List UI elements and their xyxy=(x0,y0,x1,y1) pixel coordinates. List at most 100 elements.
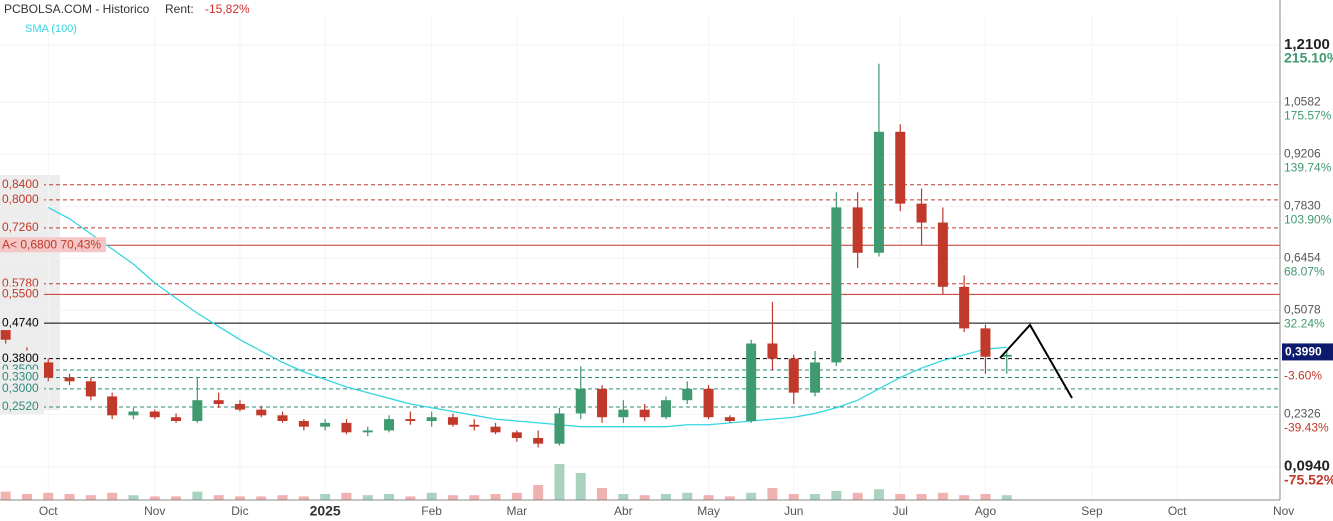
x-tick-label: Nov xyxy=(1273,504,1294,518)
y2-tick-label: 139.74% xyxy=(1284,160,1332,174)
candle-body xyxy=(597,388,608,418)
volume-bar xyxy=(597,488,608,500)
volume-bar xyxy=(682,492,693,500)
y-tick-label: 0,5078 xyxy=(1284,302,1321,316)
volume-bar xyxy=(85,495,96,500)
candle-body xyxy=(405,419,416,421)
candle-body xyxy=(724,417,735,421)
candle-body xyxy=(149,411,160,418)
axis: 1,2100 1,0582 0,9206 0,7830 0,6454 0,5078 0,23… xyxy=(39,36,1333,519)
x-tick-label: Ago xyxy=(975,504,997,518)
level-label: 0,5500 xyxy=(2,287,39,301)
volume-bar xyxy=(171,496,182,500)
candle-body xyxy=(426,417,437,421)
candle-body xyxy=(895,131,906,204)
candle-body xyxy=(256,409,267,416)
candle-body xyxy=(447,417,458,425)
candle-body xyxy=(0,324,11,340)
level-label: 0,3300 xyxy=(2,370,39,384)
candle-body xyxy=(234,403,245,410)
volume-bar xyxy=(320,494,331,500)
volume-bar xyxy=(64,494,75,500)
level-label-bg xyxy=(0,399,44,415)
candle-body xyxy=(873,131,884,253)
candle-body xyxy=(192,400,203,421)
level-label: 0,7260 xyxy=(2,220,39,234)
x-tick-label: 2025 xyxy=(310,503,341,519)
last-price-box xyxy=(1282,343,1333,361)
volume-bar xyxy=(618,494,629,500)
x-tick-label: Nov xyxy=(144,504,165,518)
y2-tick-label: 68.07% xyxy=(1284,264,1325,278)
candle-body xyxy=(660,400,671,418)
y2-tick-label: -75.52% xyxy=(1284,471,1333,487)
volume-bar xyxy=(703,495,714,500)
candle-body xyxy=(320,422,331,427)
level-label: 0,8400 xyxy=(2,177,39,191)
candle-body xyxy=(618,409,629,418)
volume-bar xyxy=(149,496,160,500)
candle-body xyxy=(639,409,650,418)
y2-tick-label: 175.57% xyxy=(1284,108,1332,122)
x-tick-label: Jun xyxy=(784,504,803,518)
level-label-bg xyxy=(0,315,44,331)
volume-bar xyxy=(788,494,799,500)
volume-bar xyxy=(277,495,288,500)
x-tick-label: Oct xyxy=(39,504,58,518)
candle-body xyxy=(490,426,501,433)
candle-body xyxy=(107,396,118,416)
candle-body xyxy=(277,415,288,421)
candle-body xyxy=(746,343,757,421)
volume-bar xyxy=(384,494,395,500)
volume-bar xyxy=(980,494,991,500)
y2-tick-label: -3.60% xyxy=(1284,369,1322,383)
y2-tick-label: 103.90% xyxy=(1284,212,1332,226)
x-tick-label: May xyxy=(697,504,720,518)
candle-body xyxy=(682,388,693,401)
volume-bar xyxy=(298,496,309,500)
volume-bar xyxy=(575,473,586,500)
volume-bar xyxy=(554,464,565,500)
volume-bar xyxy=(937,492,948,500)
volume-bar xyxy=(469,495,480,500)
level-label-bg xyxy=(0,286,44,302)
volume-bar xyxy=(895,494,906,500)
x-tick-label: Sep xyxy=(1081,504,1103,518)
volume-bar xyxy=(43,492,54,500)
chart-title: PCBOLSA.COM - Historico xyxy=(4,2,150,16)
y2-tick-label: -39.43% xyxy=(1284,421,1329,435)
y-tick-label: 0,0940 xyxy=(1284,458,1330,475)
grid xyxy=(0,15,1285,500)
candle-body xyxy=(703,388,714,418)
volume-bar xyxy=(533,485,544,500)
y-tick-label: 0,2326 xyxy=(1284,407,1321,421)
volume-bar xyxy=(341,492,352,500)
level-label-bg xyxy=(0,219,44,235)
level-label: 0,2520 xyxy=(2,399,39,413)
x-tick-label: Feb xyxy=(421,504,442,518)
volume-bar xyxy=(490,494,501,500)
projection-drawing xyxy=(999,323,1073,399)
level-label-bg xyxy=(0,237,106,253)
candle-body xyxy=(511,432,522,439)
candle-body xyxy=(554,413,565,444)
candle-body xyxy=(85,381,96,397)
candles xyxy=(0,63,1012,448)
y-tick-label: 0,9206 xyxy=(1284,146,1321,160)
y-tick-label: 1,0582 xyxy=(1284,94,1321,108)
candle-body xyxy=(341,422,352,433)
volume-bar xyxy=(873,489,884,500)
candle-body xyxy=(128,411,139,416)
x-tick-label: Mar xyxy=(507,504,528,518)
volume-bar xyxy=(831,491,842,500)
candle-body xyxy=(575,388,586,414)
candle-body xyxy=(171,417,182,421)
volume xyxy=(0,464,1012,500)
level-label-bg xyxy=(0,176,44,192)
candle-body xyxy=(298,420,309,427)
volume-bar xyxy=(426,492,437,500)
candle-body xyxy=(767,343,778,359)
sma xyxy=(47,206,1007,428)
volume-bar xyxy=(21,494,32,500)
